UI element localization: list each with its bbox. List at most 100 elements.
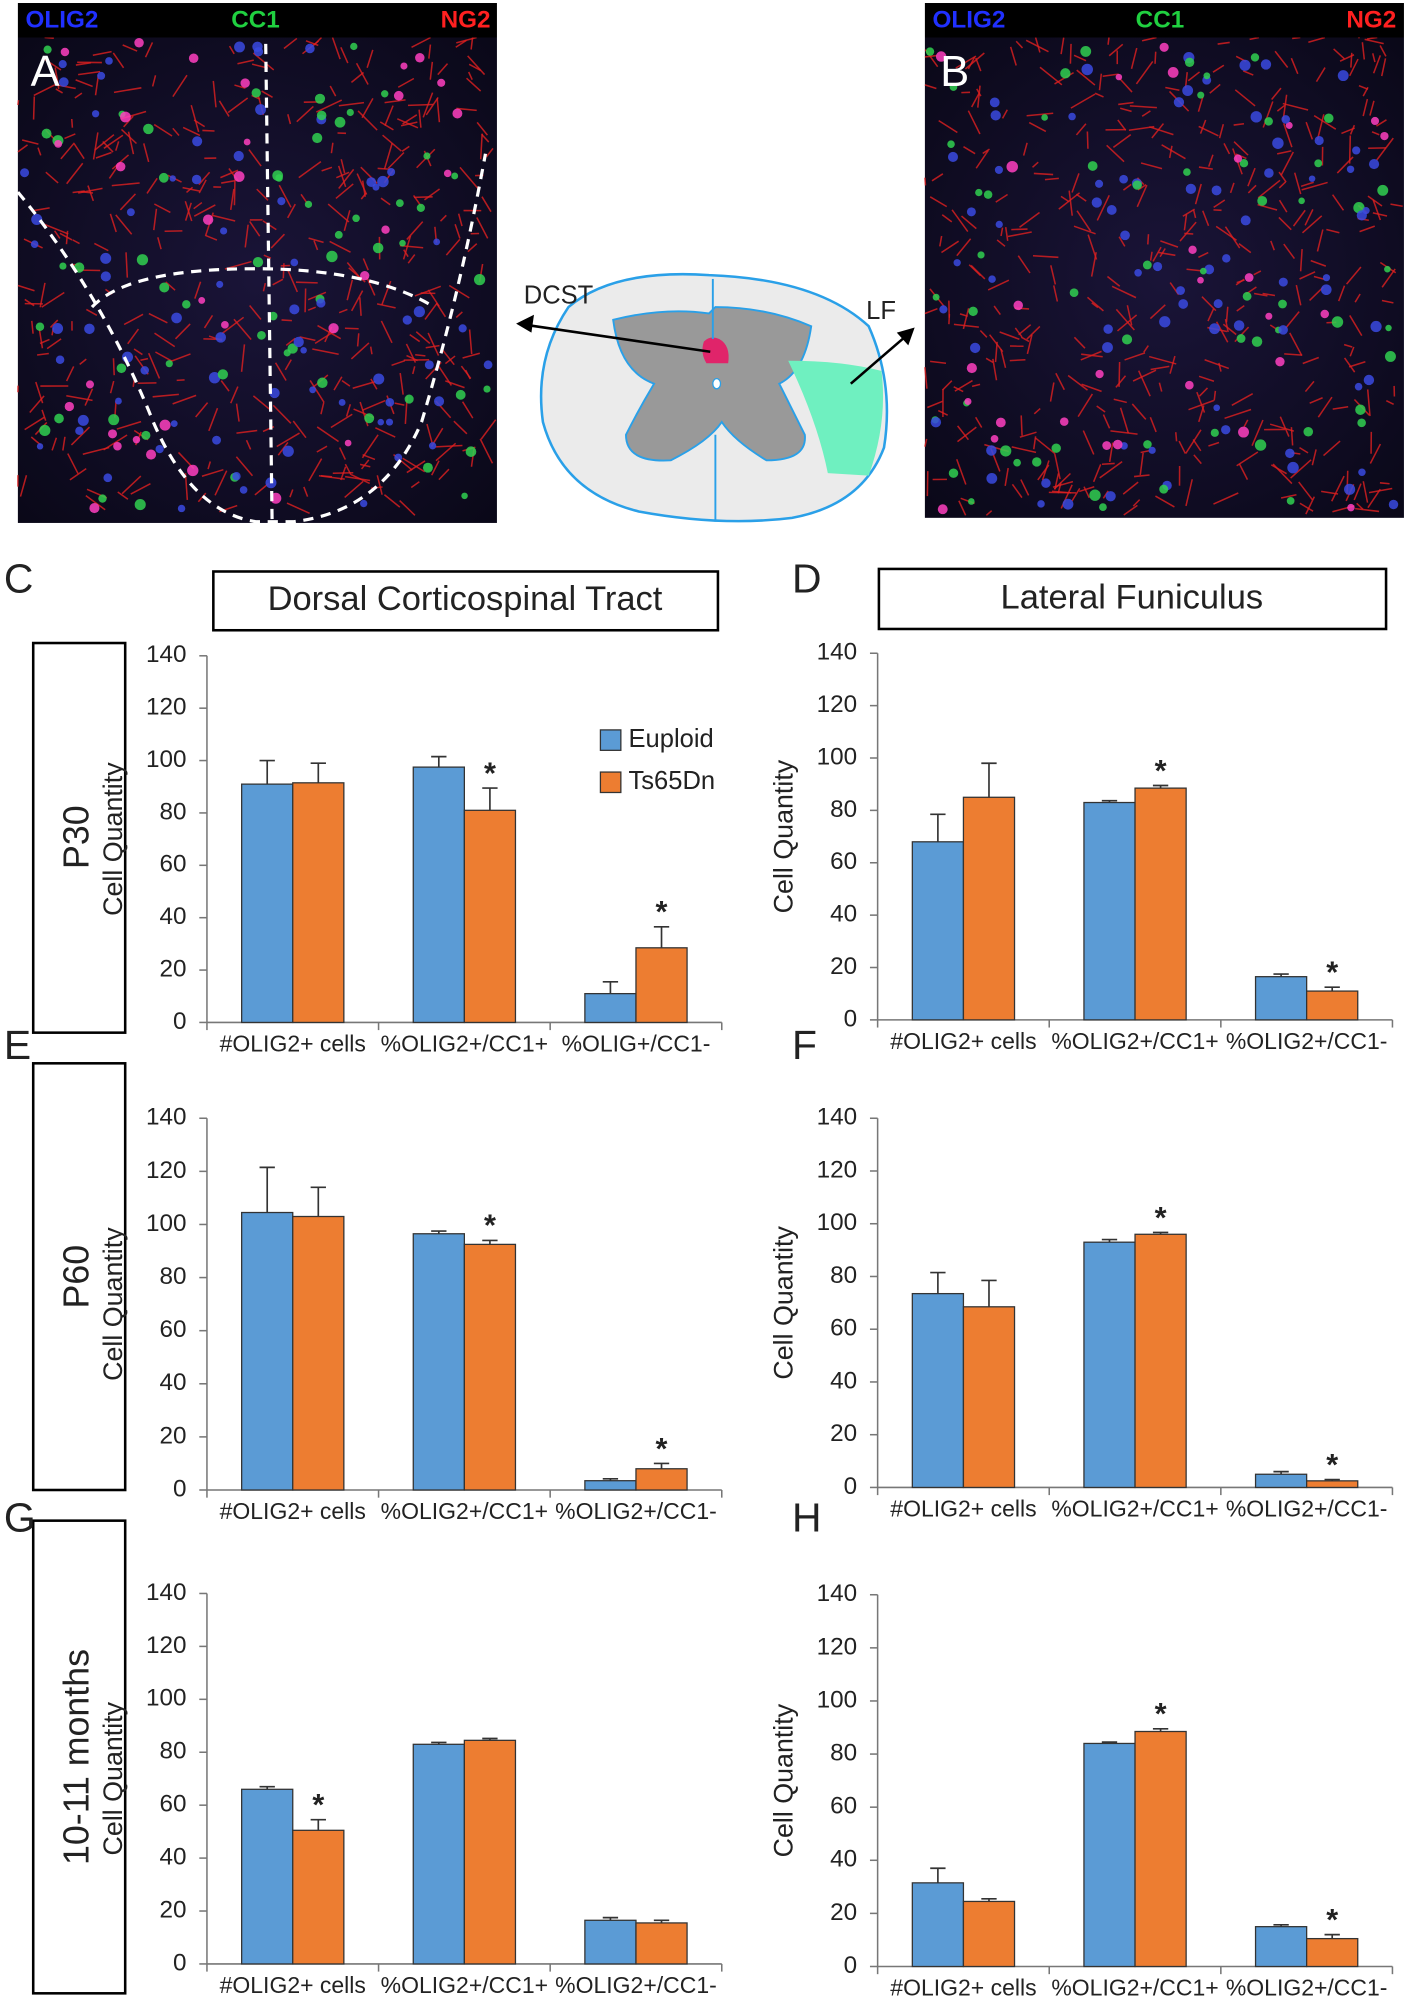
bar — [241, 1211, 294, 1491]
texture-fiber — [1118, 361, 1121, 387]
texture-cell — [1041, 478, 1051, 488]
texture-fiber — [1262, 292, 1276, 297]
texture-cell — [1102, 441, 1112, 450]
texture-fiber — [233, 179, 236, 206]
error-bar — [310, 1818, 326, 1831]
texture-cell — [146, 449, 157, 460]
texture-cell — [55, 355, 65, 364]
texture-fiber — [195, 402, 209, 418]
texture-fiber — [38, 328, 44, 349]
bar — [1306, 990, 1359, 1021]
texture-cell — [399, 239, 406, 247]
texture-fiber — [1375, 137, 1394, 161]
texture-fiber — [92, 50, 112, 57]
y-tick-label: 80 — [830, 796, 857, 823]
texture-fiber — [1247, 167, 1256, 187]
significance-marker: * — [1326, 955, 1338, 989]
texture-cell — [1354, 382, 1363, 391]
texture-cell — [966, 362, 977, 374]
texture-fiber — [1198, 387, 1209, 397]
texture-cell — [400, 62, 408, 70]
texture-cell — [1184, 57, 1195, 67]
texture-fiber — [121, 475, 142, 495]
texture-cell — [1380, 131, 1389, 141]
x-tick-label: %OLIG2+/CC1+ — [381, 1498, 548, 1524]
texture-fiber — [1217, 41, 1230, 45]
texture-cell — [953, 259, 961, 267]
texture-cell — [30, 240, 39, 249]
texture-fiber — [115, 141, 120, 151]
texture-fiber — [335, 183, 354, 200]
texture-fiber — [1337, 285, 1346, 302]
texture-cell — [948, 468, 959, 478]
texture-cell — [969, 342, 981, 354]
x-tick-label: %OLIG2+/CC1+ — [1051, 1975, 1218, 2001]
bar — [292, 1215, 345, 1491]
texture-cell — [1242, 291, 1252, 301]
texture-cell — [1250, 53, 1260, 62]
texture-cell — [1362, 207, 1370, 215]
texture-fiber — [456, 36, 477, 44]
texture-cell — [360, 271, 370, 281]
texture-fiber — [1305, 121, 1314, 140]
texture-fiber — [172, 394, 197, 405]
texture-fiber — [330, 142, 334, 154]
texture-fiber — [977, 85, 981, 108]
texture-fiber — [955, 55, 977, 69]
texture-cell — [20, 168, 30, 178]
texture-fiber — [1295, 284, 1302, 306]
texture-cell — [216, 280, 224, 288]
texture-fiber — [1280, 151, 1294, 176]
y-tick-label: 40 — [830, 1367, 857, 1394]
y-tick-label: 20 — [830, 953, 857, 980]
texture-fiber — [1193, 454, 1202, 465]
texture-fiber — [370, 378, 378, 390]
texture-cell — [415, 52, 425, 63]
x-tick-label: %OLIG2+/CC1+ — [381, 1972, 548, 1998]
texture-fiber — [1201, 296, 1217, 312]
texture-fiber — [399, 499, 416, 516]
texture-fiber — [407, 254, 416, 264]
texture-fiber — [1140, 450, 1150, 454]
texture-cell — [43, 45, 52, 54]
texture-fiber — [1076, 69, 1096, 86]
texture-fiber — [43, 57, 62, 71]
texture-cell — [64, 401, 75, 412]
texture-cell — [282, 445, 294, 457]
texture-fiber — [1284, 353, 1303, 356]
texture-fiber — [423, 188, 441, 201]
texture-fiber — [205, 234, 218, 241]
texture-fiber — [338, 101, 365, 107]
texture-fiber — [236, 429, 258, 434]
texture-fiber — [1348, 361, 1366, 368]
texture-fiber — [1313, 115, 1337, 130]
texture-cell — [939, 305, 948, 314]
texture-cell — [59, 262, 67, 270]
bar — [412, 766, 466, 1024]
texture-fiber — [1118, 236, 1126, 247]
texture-fiber — [123, 115, 134, 128]
texture-fiber — [429, 61, 434, 80]
texture-fiber — [481, 196, 492, 213]
texture-fiber — [1020, 479, 1030, 496]
texture-cell — [1105, 491, 1116, 502]
texture-fiber — [1182, 208, 1195, 217]
texture-cell — [215, 332, 226, 343]
texture-cell — [188, 53, 199, 64]
texture-cell — [1308, 175, 1316, 182]
texture-fiber — [1372, 53, 1376, 63]
texture-fiber — [456, 107, 477, 112]
texture-fiber — [201, 468, 224, 477]
panel-letter: F — [792, 1022, 817, 1068]
texture-fiber — [1049, 382, 1055, 402]
y-tick-label: 120 — [817, 691, 858, 718]
texture-fiber — [1236, 451, 1259, 467]
y-tick-label: 80 — [830, 1262, 857, 1289]
y-tick-label: 0 — [173, 1949, 187, 1976]
channel-label: OLIG2 — [933, 6, 1006, 33]
texture-fiber — [1135, 61, 1154, 85]
texture-cell — [334, 230, 343, 239]
texture-fiber — [958, 500, 967, 516]
texture-cell — [1384, 265, 1391, 273]
